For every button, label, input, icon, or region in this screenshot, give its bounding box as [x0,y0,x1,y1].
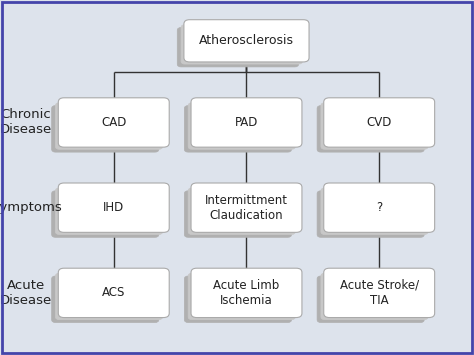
FancyBboxPatch shape [52,105,159,152]
Text: IHD: IHD [103,201,124,214]
FancyBboxPatch shape [321,103,428,149]
Text: Acute Limb
Ischemia: Acute Limb Ischemia [213,279,280,307]
Text: Acute Stroke/
TIA: Acute Stroke/ TIA [340,279,419,307]
FancyBboxPatch shape [191,183,302,233]
Text: CAD: CAD [101,116,127,129]
FancyBboxPatch shape [188,273,295,320]
FancyBboxPatch shape [58,268,169,317]
Text: Chronic
Disease: Chronic Disease [0,109,52,136]
FancyBboxPatch shape [58,183,169,233]
FancyBboxPatch shape [188,103,295,149]
FancyBboxPatch shape [55,273,163,320]
FancyBboxPatch shape [191,98,302,147]
FancyBboxPatch shape [317,276,424,322]
Text: Intermittment
Claudication: Intermittment Claudication [205,194,288,222]
FancyBboxPatch shape [324,98,435,147]
FancyBboxPatch shape [52,276,159,322]
FancyBboxPatch shape [321,273,428,320]
FancyBboxPatch shape [184,105,292,152]
FancyBboxPatch shape [55,188,163,234]
FancyBboxPatch shape [188,188,295,234]
FancyBboxPatch shape [191,268,302,317]
FancyBboxPatch shape [324,268,435,317]
FancyBboxPatch shape [58,98,169,147]
FancyBboxPatch shape [324,183,435,233]
FancyBboxPatch shape [184,20,309,62]
Text: ?: ? [376,201,383,214]
FancyBboxPatch shape [52,191,159,237]
FancyBboxPatch shape [55,103,163,149]
Text: Symptoms: Symptoms [0,201,62,214]
FancyBboxPatch shape [181,25,302,64]
FancyBboxPatch shape [177,27,299,67]
Text: Acute
Disease: Acute Disease [0,279,52,307]
Text: ACS: ACS [102,286,126,299]
FancyBboxPatch shape [317,191,424,237]
FancyBboxPatch shape [317,105,424,152]
Text: Atherosclerosis: Atherosclerosis [199,34,294,47]
FancyBboxPatch shape [184,191,292,237]
Text: CVD: CVD [366,116,392,129]
FancyBboxPatch shape [321,188,428,234]
Text: PAD: PAD [235,116,258,129]
FancyBboxPatch shape [184,276,292,322]
